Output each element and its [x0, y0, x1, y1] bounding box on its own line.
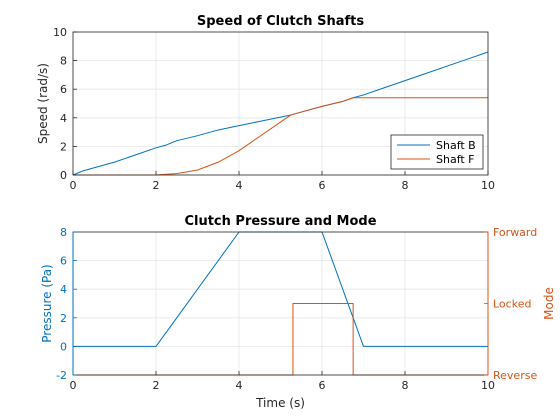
- y-tick-label: 4: [60, 283, 67, 296]
- y-tick-label: 8: [60, 55, 67, 68]
- x-tick-label: 6: [319, 179, 326, 192]
- speed-y-axis-label: Speed (rad/s): [36, 63, 50, 144]
- series-line-shaft-b: [72, 51, 489, 176]
- x-tick-label: 10: [481, 379, 495, 392]
- x-tick-label: 6: [319, 379, 326, 392]
- x-tick-label: 8: [402, 379, 409, 392]
- y-tick-label: 8: [60, 226, 67, 239]
- y-tick-label: 2: [60, 140, 67, 153]
- y-tick-label: 4: [60, 112, 67, 125]
- x-tick-label: 8: [402, 179, 409, 192]
- legend-box: [390, 134, 484, 170]
- mode-tick-label-forward: Forward: [493, 226, 537, 239]
- pressure-chart-title: Clutch Pressure and Mode: [184, 214, 376, 229]
- x-tick-label: 2: [153, 179, 160, 192]
- y-tick-label: 0: [60, 169, 67, 182]
- mode-tick-label-reverse: Reverse: [493, 369, 537, 382]
- x-tick-label: 4: [236, 179, 243, 192]
- series-line-shaft-f: [73, 97, 488, 176]
- y-tick-label: 0: [60, 340, 67, 353]
- x-tick-label: 2: [153, 379, 160, 392]
- pressure-x-axis-label: Time (s): [255, 396, 305, 410]
- mode-y-axis-label: Mode: [542, 287, 556, 320]
- speed-series: [72, 51, 489, 176]
- speed-axes-box: [72, 31, 489, 176]
- y-tick-label: -2: [56, 369, 67, 382]
- speed-chart: 0 2 4 6 8 10 0 2 4 6 8 10 Speed of Clutch Shafts Sp…: [36, 14, 495, 192]
- x-tick-label: 0: [70, 379, 77, 392]
- pressure-y-axis-label: Pressure (Pa): [40, 264, 54, 342]
- y-tick-label: 2: [60, 312, 67, 325]
- x-tick-label: 10: [481, 179, 495, 192]
- x-tick-label: 4: [236, 379, 243, 392]
- y-tick-label: 6: [60, 255, 67, 268]
- speed-ticks: 0 2 4 6 8 10 0 2 4 6 8 10: [53, 26, 495, 192]
- x-tick-label: 0: [70, 179, 77, 192]
- y-tick-label: 6: [60, 83, 67, 96]
- y-tick-label: 10: [53, 26, 67, 39]
- speed-legend: Shaft B Shaft F: [390, 134, 484, 170]
- mode-tick-label-locked: Locked: [493, 298, 531, 311]
- speed-chart-title: Speed of Clutch Shafts: [197, 14, 364, 29]
- legend-label-shaft-f: Shaft F: [436, 153, 475, 166]
- pressure-plot-area: [73, 232, 488, 375]
- legend-label-shaft-b: Shaft B: [436, 139, 476, 152]
